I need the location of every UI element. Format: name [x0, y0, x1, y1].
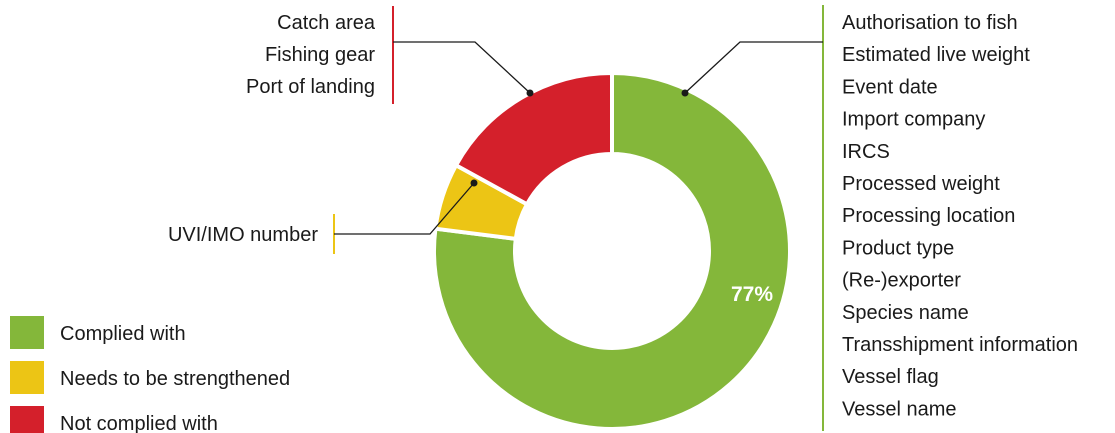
leader-needs-strengthening: [334, 182, 475, 235]
complied-item-processing-location: Processing location: [842, 205, 1015, 227]
legend-label-complied-with: Complied with: [60, 323, 186, 345]
complied-item-processed-weight: Processed weight: [842, 173, 1000, 195]
slice-percent-label: 77%: [731, 283, 773, 306]
leader-lines: [334, 41, 823, 235]
legend-swatch-complied-with: [10, 316, 44, 349]
complied-item-ircs: IRCS: [842, 141, 890, 163]
complied-item-vessel-flag: Vessel flag: [842, 366, 939, 388]
donut-slices: 77%: [432, 70, 792, 431]
legend-swatch-needs-to-be-strengthened: [10, 361, 44, 394]
legend-label-needs-to-be-strengthened: Needs to be strengthened: [60, 368, 290, 390]
not-complied-item-fishing-gear: Fishing gear: [265, 44, 375, 66]
annotation-labels: Catch area Fishing gear Port of landing UVI…: [168, 12, 1078, 420]
legend-swatch-not-complied-with: [10, 406, 44, 433]
leader-dot-not-complied: [526, 89, 534, 97]
complied-item-authorisation-to-fish: Authorisation to fish: [842, 12, 1018, 34]
complied-item-product-type: Product type: [842, 237, 954, 259]
complied-item-species-name: Species name: [842, 302, 969, 324]
leader-dot-complied: [681, 89, 689, 97]
complied-item-event-date: Event date: [842, 76, 938, 98]
leader-dot-needs-strengthening: [470, 179, 478, 187]
legend-label-not-complied-with: Not complied with: [60, 413, 218, 433]
needs-strengthening-item-uvi-imo-number: UVI/IMO number: [168, 224, 318, 246]
not-complied-item-catch-area: Catch area: [277, 12, 376, 34]
complied-item-import-company: Import company: [842, 109, 985, 131]
legend: Complied with Needs to be strengthened Not…: [10, 316, 290, 433]
complied-item-estimated-live-weight: Estimated live weight: [842, 44, 1030, 66]
leader-complied: [684, 41, 823, 94]
leader-not-complied: [393, 41, 531, 94]
complied-item-transshipment-information: Transshipment information: [842, 334, 1078, 356]
complied-item-re-exporter: (Re-)exporter: [842, 270, 961, 292]
complied-item-vessel-name: Vessel name: [842, 398, 957, 420]
slice-not-complied-with: [453, 70, 614, 207]
slice-complied-with: [432, 70, 792, 431]
not-complied-item-port-of-landing: Port of landing: [246, 76, 375, 98]
